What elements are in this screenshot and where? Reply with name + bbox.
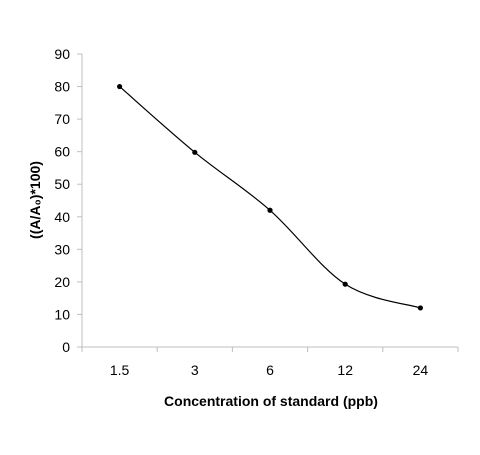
y-tick-label: 0 — [62, 339, 70, 355]
y-tick-label: 80 — [54, 79, 70, 95]
x-tick-label: 6 — [266, 362, 274, 378]
y-tick-label: 70 — [54, 111, 70, 127]
y-axis-title: ((A/A₀)*100) — [27, 161, 43, 239]
y-tick-label: 40 — [54, 209, 70, 225]
y-tick-label: 20 — [54, 274, 70, 290]
y-tick-label: 10 — [54, 306, 70, 322]
y-tick-label: 50 — [54, 176, 70, 192]
x-tick-label: 3 — [191, 362, 199, 378]
data-point — [342, 281, 348, 287]
x-tick-label: 24 — [413, 362, 429, 378]
x-axis-title: Concentration of standard (ppb) — [164, 393, 378, 409]
data-point — [267, 207, 273, 213]
series-layer — [117, 83, 423, 311]
tick-labels: 0 10 20 30 40 50 60 70 80 90 1.5 3 6 12 24 — [54, 46, 428, 378]
data-point — [117, 83, 123, 90]
data-point — [192, 149, 198, 155]
y-tick-label: 30 — [54, 241, 70, 257]
series-line — [119, 86, 421, 309]
x-tick-label: 1.5 — [110, 362, 130, 378]
data-point — [417, 305, 423, 311]
axes — [77, 53, 459, 352]
x-tick-label: 12 — [337, 362, 353, 378]
y-tick-label: 90 — [54, 46, 70, 62]
y-tick-label: 60 — [54, 144, 70, 160]
